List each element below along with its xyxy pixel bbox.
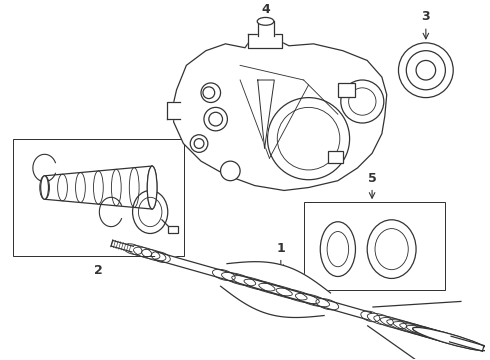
Bar [13, 139, 184, 256]
Ellipse shape [341, 80, 384, 123]
Polygon shape [173, 34, 387, 190]
Ellipse shape [220, 161, 240, 181]
Ellipse shape [190, 135, 208, 152]
Text: 1: 1 [276, 242, 285, 255]
Polygon shape [111, 240, 133, 252]
Ellipse shape [367, 220, 416, 278]
Text: 5: 5 [368, 172, 376, 185]
Ellipse shape [268, 98, 349, 180]
Polygon shape [45, 166, 152, 209]
Polygon shape [258, 21, 274, 36]
Ellipse shape [133, 190, 168, 234]
Ellipse shape [204, 107, 227, 131]
Ellipse shape [201, 83, 220, 103]
Polygon shape [167, 103, 179, 119]
Ellipse shape [413, 327, 488, 351]
Bar [328, 151, 343, 163]
Text: 3: 3 [421, 10, 430, 23]
Bar [168, 226, 177, 234]
Ellipse shape [320, 222, 355, 276]
Polygon shape [155, 252, 371, 320]
Polygon shape [368, 301, 461, 360]
Polygon shape [258, 80, 274, 148]
Text: 4: 4 [261, 4, 270, 17]
Ellipse shape [147, 166, 157, 209]
Text: 2: 2 [95, 264, 103, 277]
Ellipse shape [257, 17, 274, 25]
Ellipse shape [398, 43, 453, 98]
Bar [304, 202, 445, 290]
Bar [338, 83, 355, 96]
Polygon shape [449, 336, 484, 351]
Polygon shape [248, 34, 282, 48]
Ellipse shape [41, 176, 49, 199]
Polygon shape [220, 262, 330, 318]
